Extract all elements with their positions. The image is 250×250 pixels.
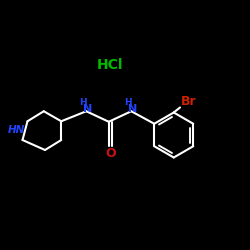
Text: N: N — [128, 104, 137, 114]
Text: H: H — [80, 98, 87, 107]
Text: N: N — [83, 104, 92, 114]
Text: O: O — [105, 147, 116, 160]
Text: HN: HN — [8, 125, 25, 135]
Text: HCl: HCl — [97, 58, 123, 72]
Text: H: H — [124, 98, 132, 107]
Text: Br: Br — [181, 95, 196, 108]
